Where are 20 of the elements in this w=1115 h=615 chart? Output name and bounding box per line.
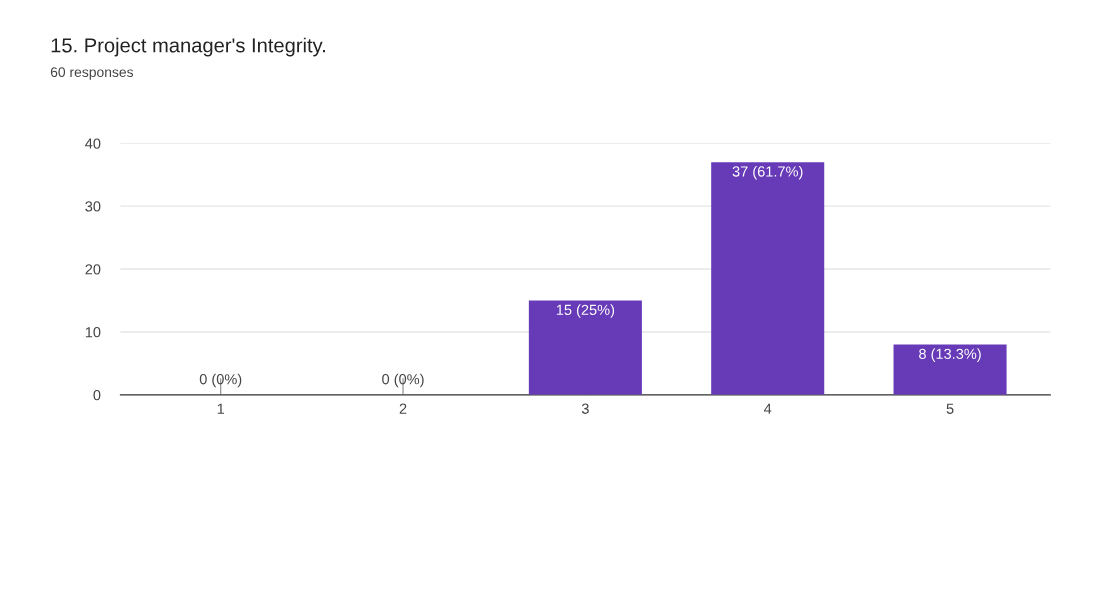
x-tick-label: 5 <box>946 403 954 414</box>
data-label: 0 (0%) <box>199 373 242 388</box>
chart-subtitle: 60 responses <box>50 67 134 80</box>
data-label: 37 (61.7%) <box>732 165 803 180</box>
bar <box>711 162 825 395</box>
y-tick-label: 20 <box>85 264 101 275</box>
y-tick-label: 30 <box>85 201 101 212</box>
bar <box>528 300 642 395</box>
x-tick-label: 4 <box>763 403 772 414</box>
y-tick-label: 40 <box>85 138 101 149</box>
bar <box>893 344 1007 395</box>
data-label: 8 (13.3%) <box>919 348 981 362</box>
chart-title: 15. Project manager's Integrity. <box>51 37 325 57</box>
x-tick-label: 1 <box>217 403 225 414</box>
y-tick-label: 10 <box>85 327 101 338</box>
x-tick-label: 3 <box>581 403 589 414</box>
data-label: 0 (0%) <box>382 373 424 388</box>
data-label: 15 (25%) <box>556 304 615 318</box>
x-tick-label: 2 <box>399 403 407 414</box>
y-tick-label: 0 <box>93 389 101 401</box>
